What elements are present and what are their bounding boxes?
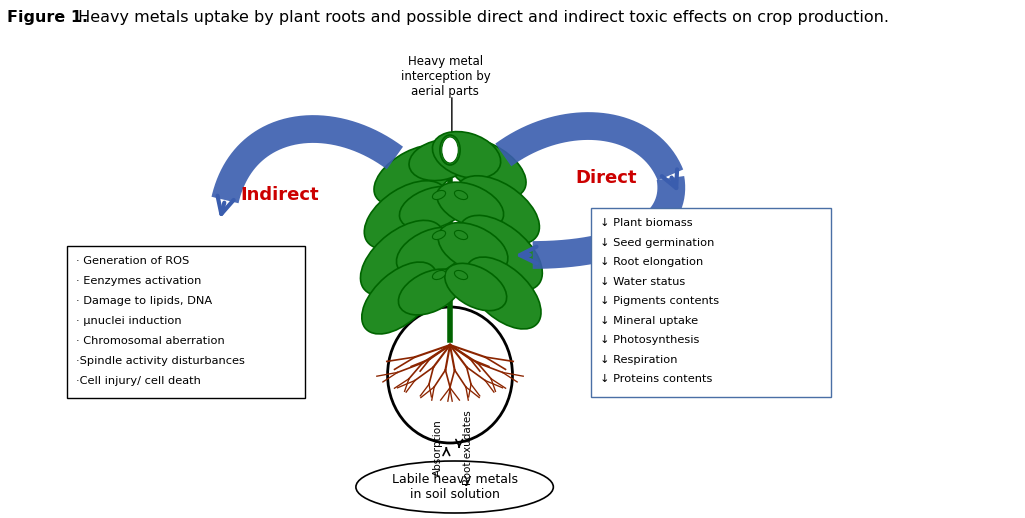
Ellipse shape (440, 135, 460, 165)
Text: · Eenzymes activation: · Eenzymes activation (76, 276, 202, 286)
Ellipse shape (433, 132, 500, 178)
Text: ↓ Root elongation: ↓ Root elongation (600, 257, 703, 267)
Ellipse shape (454, 270, 467, 280)
Text: Figure 1.: Figure 1. (7, 10, 88, 25)
FancyBboxPatch shape (590, 208, 831, 397)
Ellipse shape (409, 139, 473, 181)
Text: ↓ Pigments contents: ↓ Pigments contents (600, 296, 719, 306)
Ellipse shape (361, 220, 444, 296)
Text: Indirect: Indirect (241, 186, 320, 204)
Ellipse shape (437, 182, 503, 228)
Text: ↓ Mineral uptake: ↓ Mineral uptake (600, 315, 698, 325)
Text: ↓ Proteins contents: ↓ Proteins contents (600, 374, 712, 384)
Ellipse shape (444, 138, 526, 198)
Ellipse shape (356, 461, 554, 513)
Ellipse shape (438, 223, 507, 274)
Text: Labile heavy metals
in soil solution: Labile heavy metals in soil solution (392, 473, 518, 501)
Ellipse shape (445, 263, 506, 311)
Ellipse shape (400, 186, 467, 229)
Ellipse shape (456, 176, 539, 244)
Text: · Generation of ROS: · Generation of ROS (76, 256, 190, 266)
Text: Heavy metal
interception by
aerial parts: Heavy metal interception by aerial parts (401, 55, 490, 98)
Ellipse shape (433, 270, 446, 280)
Text: Heavy metals uptake by plant roots and possible direct and indirect toxic effect: Heavy metals uptake by plant roots and p… (74, 10, 890, 25)
Ellipse shape (374, 145, 456, 206)
Text: ↓ Seed germination: ↓ Seed germination (600, 237, 714, 248)
Text: ↓ Respiration: ↓ Respiration (600, 354, 678, 365)
Circle shape (387, 307, 512, 443)
Ellipse shape (399, 269, 461, 315)
Text: ·Spindle activity disturbances: ·Spindle activity disturbances (76, 356, 245, 366)
Ellipse shape (465, 257, 541, 329)
Ellipse shape (433, 231, 446, 239)
Text: · Chromosomal aberration: · Chromosomal aberration (76, 336, 224, 346)
Text: Direct: Direct (575, 169, 637, 187)
Text: ·Cell injury/ cell death: ·Cell injury/ cell death (76, 376, 201, 386)
Ellipse shape (433, 191, 446, 199)
Ellipse shape (442, 137, 458, 163)
Text: ↓ Water status: ↓ Water status (600, 277, 685, 286)
Text: ↓ Plant biomass: ↓ Plant biomass (600, 218, 692, 228)
Ellipse shape (459, 215, 542, 291)
Ellipse shape (362, 262, 438, 334)
Ellipse shape (454, 191, 467, 199)
Ellipse shape (364, 181, 448, 249)
Text: · μnuclei induction: · μnuclei induction (76, 316, 181, 326)
FancyBboxPatch shape (67, 246, 304, 398)
Text: ↓ Photosynthesis: ↓ Photosynthesis (600, 335, 699, 345)
Text: · Damage to lipids, DNA: · Damage to lipids, DNA (76, 296, 212, 306)
Ellipse shape (397, 227, 466, 277)
Ellipse shape (454, 231, 467, 239)
Text: Absorption: Absorption (433, 419, 443, 476)
Text: Root exudates: Root exudates (463, 410, 473, 485)
